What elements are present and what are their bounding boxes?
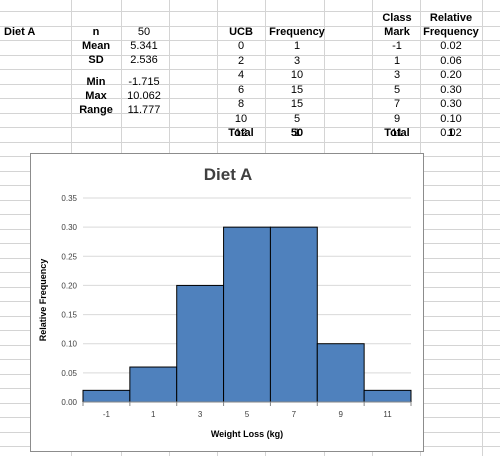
histogram-bar[interactable] [129,366,178,403]
frequency-cell[interactable]: 15 [290,83,304,96]
relative-frequency-header-line2[interactable]: Frequency [423,26,479,38]
ucb-cell[interactable]: 4 [237,69,245,81]
stat-n-value[interactable]: 50 [137,26,151,38]
y-tick-label: 0.05 [61,369,77,378]
histogram-svg: Diet A 0.00 0.05 0.10 0.15 0.20 0.25 0.30 0.35 -1… [38,165,412,439]
freq-total-label[interactable]: Total [228,127,254,139]
relative-frequency-cell[interactable]: 0.06 [440,54,462,67]
histogram-bar[interactable] [363,389,412,403]
class-mark-cell[interactable]: 5 [393,83,401,96]
y-tick-label: 0.30 [61,223,77,232]
rel-total-label[interactable]: Total [384,127,410,139]
x-tick-label: 5 [245,410,250,419]
frequency-cell[interactable]: 10 [290,69,304,81]
histogram-chart[interactable]: Diet A 0.00 0.05 0.10 0.15 0.20 0.25 0.30 0.35 -1… [30,153,424,452]
freq-total-value[interactable]: 50 [290,127,304,139]
stat-max-value[interactable]: 10.062 [127,90,161,102]
relative-frequency-cell[interactable]: 0.30 [440,83,462,96]
class-mark-header-line2[interactable]: Mark [384,26,410,38]
stat-sd-label[interactable]: SD [88,54,104,66]
frequency-cell[interactable]: 3 [293,54,301,67]
stat-sd-value[interactable]: 2.536 [130,54,158,66]
stat-min-label[interactable]: Min [86,76,106,88]
diet-label[interactable]: Diet A [4,26,36,38]
histogram-bar[interactable] [82,389,131,403]
relative-frequency-cell[interactable]: 0.02 [440,40,462,52]
class-mark-cell[interactable]: 1 [393,54,401,67]
stat-range-label[interactable]: Range [79,104,113,116]
class-mark-cell[interactable]: 9 [393,112,401,125]
relative-frequency-cell[interactable]: 0.20 [440,69,462,81]
x-tick-label: -1 [103,410,111,419]
y-tick-label: 0.35 [61,194,77,203]
class-mark-cell[interactable]: 3 [393,69,401,81]
class-mark-header-line1[interactable]: Class [382,12,412,24]
x-axis-label: Weight Loss (kg) [211,429,283,439]
stat-mean-value[interactable]: 5.341 [130,40,158,52]
y-axis-label: Relative Frequency [38,259,48,342]
frequency-cell[interactable]: 1 [293,40,301,52]
class-mark-cell[interactable]: -1 [392,40,402,52]
relative-frequency-cell[interactable]: 0.30 [440,98,462,110]
x-tick-label: 7 [292,410,297,419]
x-tick-label: 9 [338,410,343,419]
y-tick-label: 0.20 [61,281,77,290]
ucb-cell[interactable]: 8 [237,98,245,110]
stat-min-value[interactable]: -1.715 [128,76,160,88]
stat-n-label[interactable]: n [92,26,100,38]
ucb-cell[interactable]: 2 [237,54,245,67]
frequency-cell[interactable]: 15 [290,98,304,110]
y-tick-label: 0.15 [61,311,77,320]
x-tick-label: 1 [151,410,156,419]
stat-range-value[interactable]: 11.777 [127,104,161,116]
histogram-bar[interactable] [176,284,225,403]
frequency-header[interactable]: Frequency [269,26,325,38]
histogram-bar[interactable] [223,226,271,403]
ucb-cell[interactable]: 10 [234,112,248,125]
y-tick-label: 0.25 [61,252,77,261]
ucb-cell[interactable]: 0 [237,40,245,52]
chart-title: Diet A [204,165,253,184]
y-tick-label: 0.10 [61,340,77,349]
y-tick-label: 0.00 [61,398,77,407]
class-mark-cell[interactable]: 11 [391,127,403,139]
x-tick-label: 3 [198,410,203,419]
frequency-cell[interactable]: 5 [293,112,301,125]
histogram-bar[interactable] [316,343,365,403]
relative-frequency-cell[interactable]: 0.02 [440,127,462,139]
ucb-header[interactable]: UCB [229,26,253,38]
rel-total-value[interactable]: 1 [447,127,455,139]
histogram-bar[interactable] [269,226,318,403]
x-tick-label: 11 [383,410,392,419]
frequency-cell[interactable]: 1 [293,127,301,139]
stat-mean-label[interactable]: Mean [81,40,111,52]
ucb-cell[interactable]: 6 [237,83,245,96]
class-mark-cell[interactable]: 7 [393,98,401,110]
relative-frequency-header-line1[interactable]: Relative [429,12,473,24]
relative-frequency-cell[interactable]: 0.10 [440,112,462,125]
ucb-cell[interactable]: 12 [234,127,248,139]
stat-max-label[interactable]: Max [85,90,107,102]
